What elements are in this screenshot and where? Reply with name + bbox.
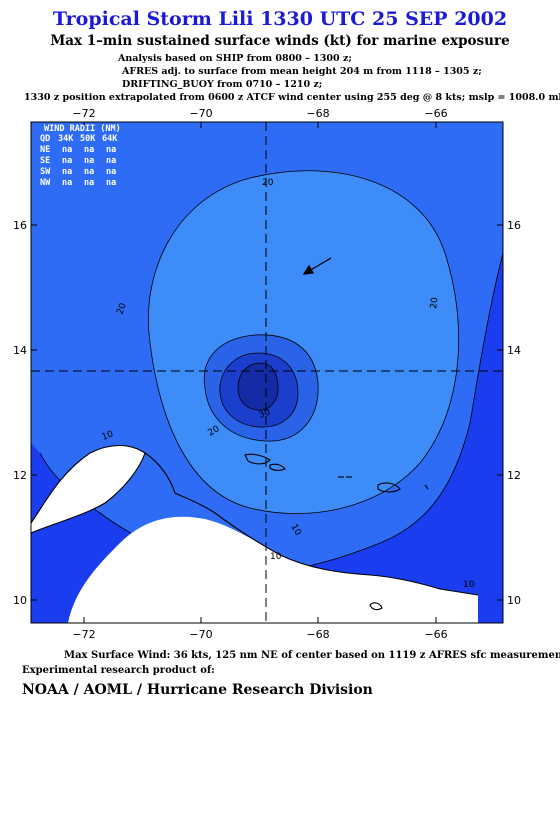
wind-radii-quadrant: SE	[40, 156, 50, 166]
page-subtitle: Max 1–min sustained surface winds (kt) f…	[50, 33, 510, 49]
lat-tick-right: 14	[507, 344, 521, 357]
lat-tick-right: 12	[507, 469, 521, 482]
wind-contours: 20 20 20 20 30 10 10 10 10	[31, 122, 503, 623]
wind-radii-header: 50K	[80, 134, 96, 144]
lat-tick-left: 12	[13, 469, 27, 482]
wind-radii-cell: na	[62, 156, 72, 166]
lat-tick-right: 16	[507, 219, 521, 232]
wind-field-map: 20 20 20 20 30 10 10 10 10 −72 −70 −68 −…	[13, 107, 521, 641]
wind-radii-cell: na	[62, 167, 72, 177]
wind-radii-cell: na	[84, 178, 94, 188]
lon-tick-top: −66	[424, 107, 447, 120]
wind-radii-cell: na	[84, 167, 94, 177]
wind-radii-quadrant: SW	[40, 167, 51, 177]
wind-radii-header: QD	[40, 134, 50, 144]
landmass-venezuela	[68, 516, 478, 623]
lat-tick-left: 10	[13, 594, 27, 607]
wind-radii-cell: na	[106, 178, 116, 188]
wind-radii-cell: na	[106, 145, 116, 155]
wind-radii-table: WIND RADII (NM) QD 34K 50K 64K NE na na …	[40, 124, 121, 188]
contour-label: 20	[262, 178, 274, 188]
plot-frame	[30, 121, 504, 624]
wind-radii-header: 64K	[102, 134, 118, 144]
lon-tick-top: −72	[72, 107, 95, 120]
wind-radii-quadrant: NW	[40, 178, 51, 188]
lon-tick-bottom: −70	[189, 628, 212, 641]
landmass-guajira	[31, 445, 145, 533]
coastline	[31, 444, 479, 611]
lon-tick-bottom: −66	[424, 628, 447, 641]
axis-ticks	[31, 122, 503, 623]
contour-label: 10	[270, 552, 282, 562]
analysis-note-3: DRIFTING_BUOY from 0710 – 1210 z;	[122, 79, 323, 90]
wind-radii-cell: na	[62, 145, 72, 155]
contour-label: 20	[429, 296, 441, 309]
axis-labels: −72 −70 −68 −66 −72 −70 −68 −66 16 14 12…	[13, 107, 521, 641]
contour-label: 10	[101, 429, 115, 442]
wind-radii-cell: na	[62, 178, 72, 188]
wind-radii-header: 34K	[58, 134, 74, 144]
page-title: Tropical Storm Lili 1330 UTC 25 SEP 2002	[52, 8, 508, 30]
wind-radii-cell: na	[106, 156, 116, 166]
max-wind-note: Max Surface Wind: 36 kts, 125 nm NE of c…	[64, 650, 560, 661]
contour-labels: 20 20 20 20 30 10 10 10 10	[101, 178, 475, 590]
wind-level-max	[250, 368, 269, 401]
lat-tick-left: 14	[13, 344, 27, 357]
experimental-note: Experimental research product of:	[22, 665, 215, 676]
contour-label: 30	[258, 407, 272, 420]
wind-radii-cell: na	[84, 156, 94, 166]
analysis-note-2: AFRES adj. to surface from mean height 2…	[122, 66, 482, 77]
analysis-note-4: 1330 z position extrapolated from 0600 z…	[24, 92, 560, 103]
contour-lines	[39, 170, 503, 572]
wind-radii-cell: na	[84, 145, 94, 155]
wind-radii-title: WIND RADII (NM)	[44, 124, 121, 134]
lat-tick-right: 10	[507, 594, 521, 607]
lon-tick-bottom: −68	[306, 628, 329, 641]
wind-level-20-25	[148, 170, 459, 514]
lat-tick-left: 16	[13, 219, 27, 232]
contour-label: 10	[463, 580, 475, 590]
lon-tick-bottom: −72	[72, 628, 95, 641]
analysis-note-1: Analysis based on SHIP from 0800 – 1300 …	[118, 53, 352, 64]
lon-tick-top: −68	[306, 107, 329, 120]
max-wind-arrow	[302, 257, 332, 275]
contour-label: 20	[115, 302, 128, 316]
landmass	[31, 445, 478, 623]
lon-tick-top: −70	[189, 107, 212, 120]
wind-radii-cell: na	[106, 167, 116, 177]
organization-name: NOAA / AOML / Hurricane Research Divisio…	[22, 682, 373, 698]
wind-radii-quadrant: NE	[40, 145, 50, 155]
